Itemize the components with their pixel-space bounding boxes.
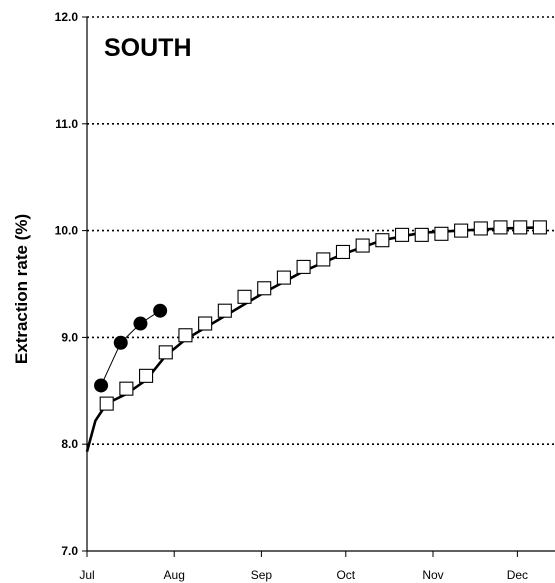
square-point (493, 220, 508, 235)
square-point (178, 328, 193, 343)
square-point (139, 368, 154, 383)
square-point (513, 220, 528, 235)
circle-point (94, 378, 109, 393)
tick-labels: 7.0 8.0 9.0 10.0 11.0 12.0 Jul Aug Sep Oct Nov Dec (55, 10, 528, 582)
x-tick-label: Sep (251, 568, 273, 582)
square-point (414, 227, 429, 242)
square-point (296, 259, 311, 274)
x-tick-label: Dec (507, 568, 528, 582)
x-tick-label: Oct (336, 568, 355, 582)
y-axis-label: Extraction rate (%) (12, 214, 31, 364)
square-point (217, 303, 232, 318)
square-point (335, 244, 351, 260)
square-point (198, 316, 213, 331)
series-layer (85, 220, 547, 453)
square-point (355, 238, 370, 253)
x-tick-label: Aug (164, 568, 185, 582)
fitted-curve (85, 226, 540, 453)
square-point (257, 281, 272, 296)
y-tick-label: 12.0 (55, 10, 79, 24)
y-tick-label: 10.0 (55, 224, 79, 238)
square-point (316, 252, 331, 267)
square-point (99, 396, 114, 411)
x-tick-label: Nov (422, 568, 443, 582)
square-point (394, 227, 410, 242)
circle-point (113, 335, 128, 350)
y-tick-label: 11.0 (55, 117, 78, 131)
circle-series-line (100, 310, 161, 386)
square-point (119, 381, 134, 396)
y-tick-label: 8.0 (61, 437, 78, 451)
square-point (276, 270, 291, 285)
square-point (375, 233, 390, 248)
axes (82, 16, 555, 557)
square-point (454, 223, 469, 238)
square-point (434, 226, 449, 241)
square-point (237, 289, 252, 304)
square-point (158, 345, 173, 360)
y-tick-label: 9.0 (61, 330, 78, 344)
y-tick-label: 7.0 (61, 544, 78, 558)
circle-point (133, 316, 148, 331)
square-point (532, 220, 547, 235)
region-label: SOUTH (104, 34, 192, 62)
square-point (473, 221, 488, 236)
circle-point (153, 303, 168, 318)
x-tick-label: Jul (79, 568, 94, 582)
